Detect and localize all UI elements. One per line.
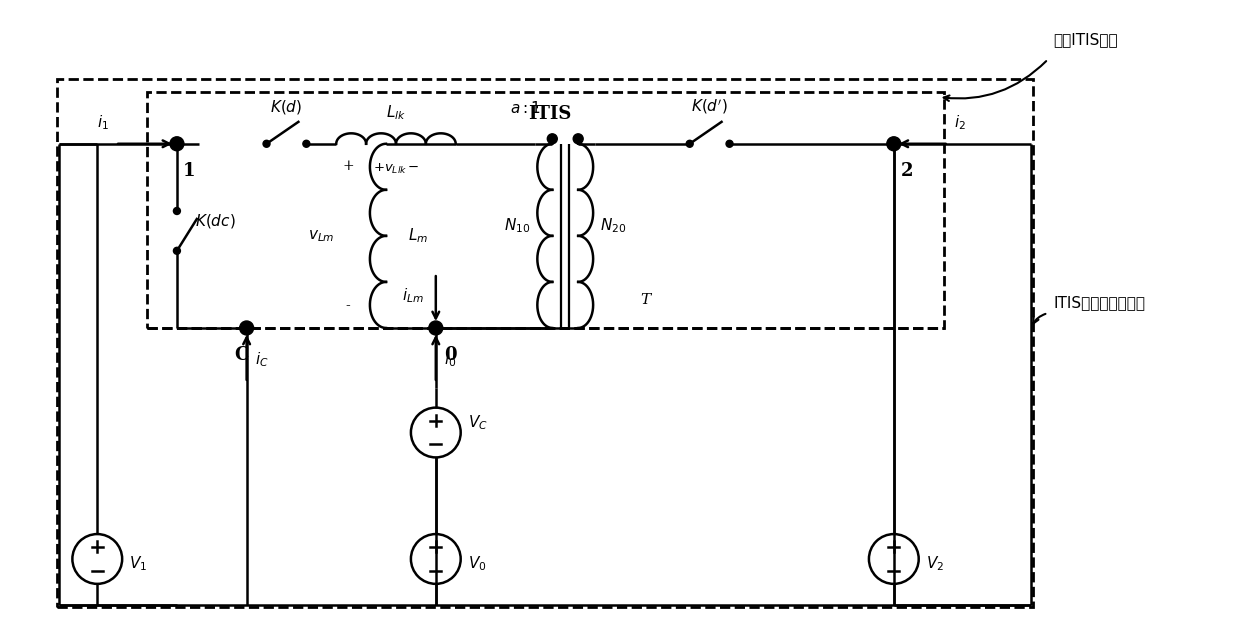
Circle shape	[170, 137, 184, 150]
Text: $a:1$: $a:1$	[510, 100, 541, 116]
Circle shape	[174, 208, 180, 215]
Text: $V_C$: $V_C$	[467, 413, 487, 432]
Text: $K(d')$: $K(d')$	[691, 97, 728, 116]
Text: $v_{Lm}$: $v_{Lm}$	[308, 228, 335, 244]
Text: $V_2$: $V_2$	[926, 555, 944, 574]
Text: $i_2$: $i_2$	[954, 113, 966, 132]
Text: ITIS: ITIS	[528, 105, 572, 123]
Text: $i_0$: $i_0$	[444, 350, 456, 369]
Text: $L_{lk}$: $L_{lk}$	[386, 103, 405, 122]
Circle shape	[429, 321, 443, 335]
Circle shape	[686, 140, 693, 147]
Text: $V_1$: $V_1$	[129, 555, 148, 574]
Circle shape	[727, 140, 733, 147]
Text: 2: 2	[900, 161, 914, 179]
Text: +: +	[342, 159, 353, 173]
Text: $K(dc)$: $K(dc)$	[195, 212, 236, 230]
Circle shape	[239, 321, 254, 335]
Text: $i_1$: $i_1$	[97, 113, 109, 132]
Circle shape	[547, 134, 557, 144]
Text: $i_C$: $i_C$	[254, 350, 268, 369]
Text: $i_{Lm}$: $i_{Lm}$	[402, 287, 424, 305]
Text: $N_{20}$: $N_{20}$	[600, 217, 626, 235]
Text: $N_{10}$: $N_{10}$	[505, 217, 531, 235]
Text: 0: 0	[444, 346, 456, 364]
Text: $K(d)$: $K(d)$	[270, 98, 303, 116]
Circle shape	[263, 140, 270, 147]
Text: -: -	[346, 299, 351, 313]
Text: ITIS模块外线性网络: ITIS模块外线性网络	[1053, 296, 1145, 311]
Circle shape	[573, 134, 583, 144]
Text: $+v_{Llk}-$: $+v_{Llk}-$	[373, 161, 419, 176]
Text: C: C	[234, 346, 249, 364]
Text: $L_m$: $L_m$	[408, 226, 428, 245]
Circle shape	[887, 137, 900, 150]
Text: T: T	[640, 293, 650, 307]
Text: $V_0$: $V_0$	[467, 555, 486, 574]
Text: 1: 1	[182, 161, 196, 179]
Circle shape	[303, 140, 310, 147]
Text: 通用ITIS模块: 通用ITIS模块	[1053, 32, 1117, 47]
Circle shape	[174, 248, 180, 254]
